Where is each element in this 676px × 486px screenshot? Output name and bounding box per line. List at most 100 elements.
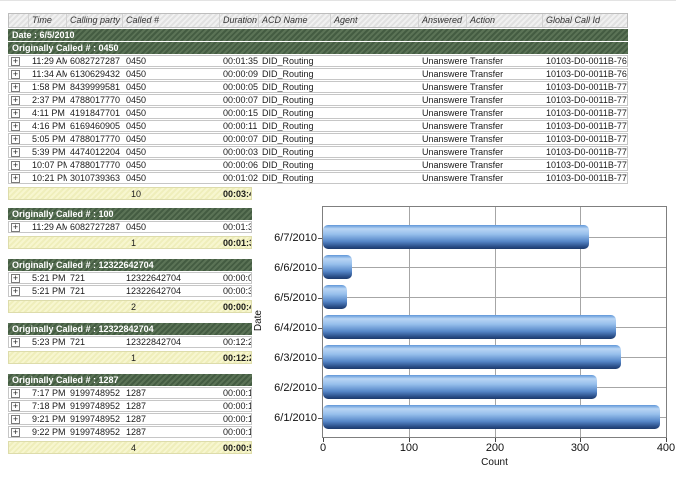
cell-calling-party: 6169460905 bbox=[70, 121, 121, 131]
cell-global-call-id: 10103-D0-0011B-773 bbox=[546, 121, 627, 131]
chart-x-axis-title: Count bbox=[323, 457, 666, 468]
group-header: Originally Called # : 100 bbox=[8, 208, 252, 220]
summary-count: 2 bbox=[131, 301, 137, 312]
chart-body: Date 6/7/2010 6/6/2010 6/5/2010 6/4/2010 6/3… bbox=[252, 206, 676, 438]
cell-called: 12322842704 bbox=[126, 337, 182, 347]
y-tick-label: 6/3/2010 bbox=[274, 352, 317, 364]
column-header-agent: Agent bbox=[331, 14, 419, 27]
cell-time: 11:29 AM bbox=[32, 56, 67, 66]
cell-time: 10:21 PM bbox=[32, 173, 67, 183]
group-table: Originally Called # : 12322642704 +5:21 P… bbox=[8, 259, 252, 313]
expand-icon[interactable]: + bbox=[11, 108, 20, 118]
cell-global-call-id: 10103-D0-0011B-76F bbox=[546, 69, 627, 79]
chart-x-axis: 0 100 200 300 400 bbox=[252, 438, 676, 456]
call-row: +7:17 PM 9199748952 1287 00:00:13 bbox=[8, 387, 252, 399]
expand-icon[interactable]: + bbox=[11, 337, 20, 347]
call-row: +5:21 PM 721 12322642704 00:00:09 bbox=[8, 272, 252, 284]
call-row: +1:58 PM 8439999581 0450 00:00:05 DID_Routin… bbox=[8, 81, 628, 93]
column-header-time: Time bbox=[29, 14, 67, 27]
cell-called: 0450 bbox=[126, 95, 147, 105]
expand-icon[interactable]: + bbox=[11, 414, 20, 424]
expand-icon[interactable]: + bbox=[11, 401, 20, 411]
expand-cell: + bbox=[9, 147, 29, 157]
expand-cell: + bbox=[9, 286, 29, 296]
cell-answered: Unanswered bbox=[422, 108, 467, 118]
expand-icon[interactable]: + bbox=[11, 82, 20, 92]
cell-acd-name: DID_Routing bbox=[262, 121, 314, 131]
expand-icon[interactable]: + bbox=[11, 95, 20, 105]
cell-duration: 00:00:07 bbox=[223, 95, 259, 105]
cell-time: 1:58 PM bbox=[32, 82, 66, 92]
y-tick-6-2-2010: 6/2/2010 bbox=[274, 382, 322, 394]
cell-answered: Unanswered bbox=[422, 95, 467, 105]
y-tick-mark bbox=[318, 327, 322, 329]
expand-cell: + bbox=[9, 95, 29, 105]
cell-duration: 00:00:13 bbox=[223, 388, 251, 398]
cell-time: 2:37 PM bbox=[32, 95, 66, 105]
y-axis-title-text: Date bbox=[253, 310, 264, 332]
summary-duration: 00:12:23 bbox=[223, 352, 251, 363]
expand-icon[interactable]: + bbox=[11, 273, 20, 283]
expand-icon[interactable]: + bbox=[11, 173, 20, 183]
bar-6-4-2010[interactable] bbox=[323, 315, 616, 339]
expand-icon[interactable]: + bbox=[11, 388, 20, 398]
cell-calling-party: 6130629432 bbox=[70, 69, 121, 79]
cell-time: 11:29 AM bbox=[32, 222, 67, 232]
expand-icon[interactable]: + bbox=[11, 134, 20, 144]
y-tick-label: 6/6/2010 bbox=[274, 262, 317, 274]
cell-calling-party: 4474012204 bbox=[70, 147, 121, 157]
expand-icon[interactable]: + bbox=[11, 160, 20, 170]
x-tick-mark-200 bbox=[495, 438, 496, 442]
cell-acd-name: DID_Routing bbox=[262, 147, 314, 157]
y-tick-6-4-2010: 6/4/2010 bbox=[274, 322, 322, 334]
group-table: Originally Called # : 100 +11:29 AM 608272… bbox=[8, 208, 252, 249]
bar-6-3-2010[interactable] bbox=[323, 345, 621, 369]
y-tick-label: 6/1/2010 bbox=[274, 412, 317, 424]
expand-icon[interactable]: + bbox=[11, 121, 20, 131]
cell-action: Transfer bbox=[470, 108, 504, 118]
column-header-acd-name: ACD Name bbox=[259, 14, 331, 27]
expand-cell: + bbox=[9, 173, 29, 183]
column-header-action: Action bbox=[467, 14, 543, 27]
cell-called: 0450 bbox=[126, 222, 147, 232]
y-tick-label: 6/2/2010 bbox=[274, 382, 317, 394]
expand-cell: + bbox=[9, 108, 29, 118]
bar-6-5-2010[interactable] bbox=[323, 285, 347, 309]
cell-calling-party: 4191847701 bbox=[70, 108, 121, 118]
expand-icon[interactable]: + bbox=[11, 286, 20, 296]
group-table: Originally Called # : 1287 +7:17 PM 919974… bbox=[8, 374, 252, 454]
y-tick-label: 6/7/2010 bbox=[274, 232, 317, 244]
cell-action: Transfer bbox=[470, 160, 504, 170]
expand-icon[interactable]: + bbox=[11, 147, 20, 157]
group-summary-row: 1 00:12:23 bbox=[8, 351, 252, 364]
cell-answered: Unanswered bbox=[422, 173, 467, 183]
expand-cell: + bbox=[9, 427, 29, 437]
cell-action: Transfer bbox=[470, 95, 504, 105]
expand-icon[interactable]: + bbox=[11, 69, 20, 79]
call-row: +5:21 PM 721 12322642704 00:00:34 bbox=[8, 285, 252, 297]
cell-duration: 00:12:23 bbox=[223, 337, 251, 347]
y-tick-6-7-2010: 6/7/2010 bbox=[274, 232, 322, 244]
expand-cell: + bbox=[9, 134, 29, 144]
expand-icon[interactable]: + bbox=[11, 56, 20, 66]
bar-6-6-2010[interactable] bbox=[323, 255, 352, 279]
cell-global-call-id: 10103-D0-0011B-778 bbox=[546, 147, 627, 157]
expand-icon[interactable]: + bbox=[11, 222, 20, 232]
expand-cell: + bbox=[9, 82, 29, 92]
call-group-0450: Originally Called # : 0450 +11:29 AM 60827… bbox=[8, 42, 628, 200]
expand-icon[interactable]: + bbox=[11, 427, 20, 437]
bar-6-7-2010[interactable] bbox=[323, 225, 589, 249]
x-tick-mark-400 bbox=[666, 438, 667, 442]
cell-duration: 00:00:09 bbox=[223, 69, 259, 79]
expand-cell: + bbox=[9, 273, 29, 283]
summary-duration: 00:03:40 bbox=[223, 188, 251, 199]
column-header-expand bbox=[9, 14, 29, 27]
group-header: Originally Called # : 1287 bbox=[8, 374, 252, 386]
bar-6-2-2010[interactable] bbox=[323, 375, 597, 399]
cell-acd-name: DID_Routing bbox=[262, 69, 314, 79]
group-table: Originally Called # : 12322842704 +5:23 P… bbox=[8, 323, 252, 364]
cell-time: 4:11 PM bbox=[32, 108, 65, 118]
bar-6-1-2010[interactable] bbox=[323, 405, 660, 429]
cell-calling-party: 8439999581 bbox=[70, 82, 121, 92]
